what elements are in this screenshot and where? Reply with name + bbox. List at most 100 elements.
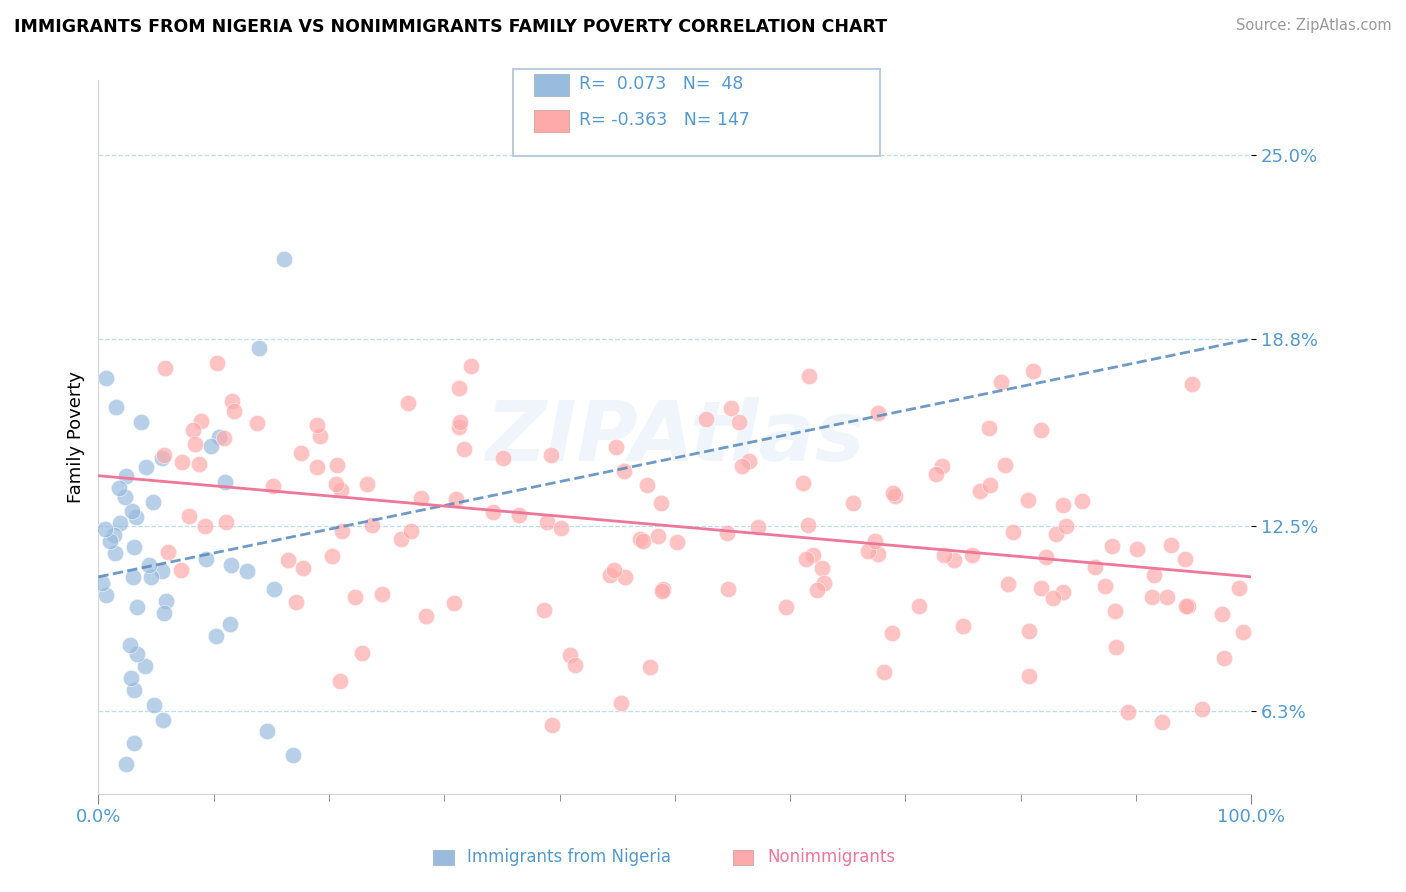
Point: [105, 401, 128, 415]
Point: [122, 736, 145, 750]
Point: [990, 375, 1012, 389]
Point: [1211, 607, 1233, 621]
Point: [652, 582, 675, 597]
Point: [321, 549, 343, 563]
Point: [236, 564, 259, 578]
Point: [221, 394, 243, 409]
Point: [330, 483, 353, 498]
Point: [1213, 650, 1236, 665]
Point: [122, 540, 145, 554]
Point: [651, 583, 673, 598]
Point: [1156, 590, 1178, 604]
Point: [224, 404, 246, 418]
Point: [194, 552, 217, 566]
Text: Immigrants from Nigeria: Immigrants from Nigeria: [467, 848, 671, 866]
Point: [1191, 702, 1213, 716]
Text: R=  0.073   N=  48: R= 0.073 N= 48: [579, 75, 744, 93]
Point: [443, 596, 465, 610]
Bar: [433, 849, 454, 865]
Point: [747, 520, 769, 534]
Point: [794, 552, 817, 566]
Point: [305, 417, 328, 432]
Point: [636, 477, 658, 491]
Point: [882, 625, 904, 640]
Point: [142, 495, 165, 509]
Point: [247, 341, 270, 355]
Point: [343, 590, 366, 604]
Point: [104, 546, 127, 560]
Point: [1029, 582, 1052, 596]
Point: [1126, 542, 1149, 557]
Point: [1052, 498, 1074, 512]
Point: [1071, 494, 1094, 508]
Point: [460, 359, 482, 374]
Point: [716, 525, 738, 540]
Point: [150, 564, 173, 578]
Point: [1177, 599, 1199, 614]
Point: [884, 489, 907, 503]
Point: [114, 490, 136, 504]
Point: [540, 448, 562, 462]
Point: [409, 491, 432, 505]
Point: [613, 464, 636, 478]
Point: [1116, 705, 1139, 719]
Point: [638, 660, 661, 674]
Point: [212, 431, 235, 445]
Point: [262, 478, 284, 492]
Point: [866, 547, 889, 561]
Point: [281, 748, 304, 763]
Point: [647, 529, 669, 543]
Point: [1142, 567, 1164, 582]
Point: [98, 534, 121, 549]
Point: [560, 648, 582, 662]
Point: [307, 459, 329, 474]
Point: [121, 570, 143, 584]
Point: [1140, 591, 1163, 605]
Point: [482, 505, 505, 519]
Point: [810, 561, 832, 575]
Point: [91, 575, 114, 590]
Point: [153, 361, 176, 376]
Point: [1105, 640, 1128, 654]
Point: [650, 496, 672, 510]
Point: [550, 521, 572, 535]
Point: [717, 582, 740, 596]
Point: [399, 524, 422, 538]
Point: [179, 509, 201, 524]
Point: [997, 577, 1019, 591]
Point: [1018, 669, 1040, 683]
Point: [181, 423, 204, 437]
Point: [1174, 552, 1197, 566]
Point: [308, 429, 330, 443]
Point: [863, 533, 886, 548]
Point: [1181, 377, 1204, 392]
Point: [1175, 599, 1198, 613]
Point: [108, 516, 131, 531]
Point: [129, 415, 152, 429]
Point: [190, 414, 212, 428]
Point: [371, 587, 394, 601]
Point: [797, 369, 820, 384]
Point: [120, 671, 142, 685]
Point: [932, 548, 955, 562]
Point: [256, 724, 278, 739]
Point: [1001, 524, 1024, 539]
Point: [738, 453, 761, 467]
Point: [188, 458, 211, 472]
Point: [156, 545, 179, 559]
Point: [882, 486, 904, 500]
Point: [356, 476, 378, 491]
Point: [285, 594, 308, 608]
Point: [942, 553, 965, 567]
Point: [842, 495, 865, 509]
Point: [292, 560, 315, 574]
Point: [994, 458, 1017, 473]
Point: [1052, 585, 1074, 599]
Point: [666, 535, 689, 549]
Point: [695, 412, 717, 426]
Point: [1022, 364, 1045, 378]
Point: [792, 475, 814, 490]
Point: [219, 558, 242, 572]
Point: [170, 563, 193, 577]
Point: [599, 568, 621, 582]
